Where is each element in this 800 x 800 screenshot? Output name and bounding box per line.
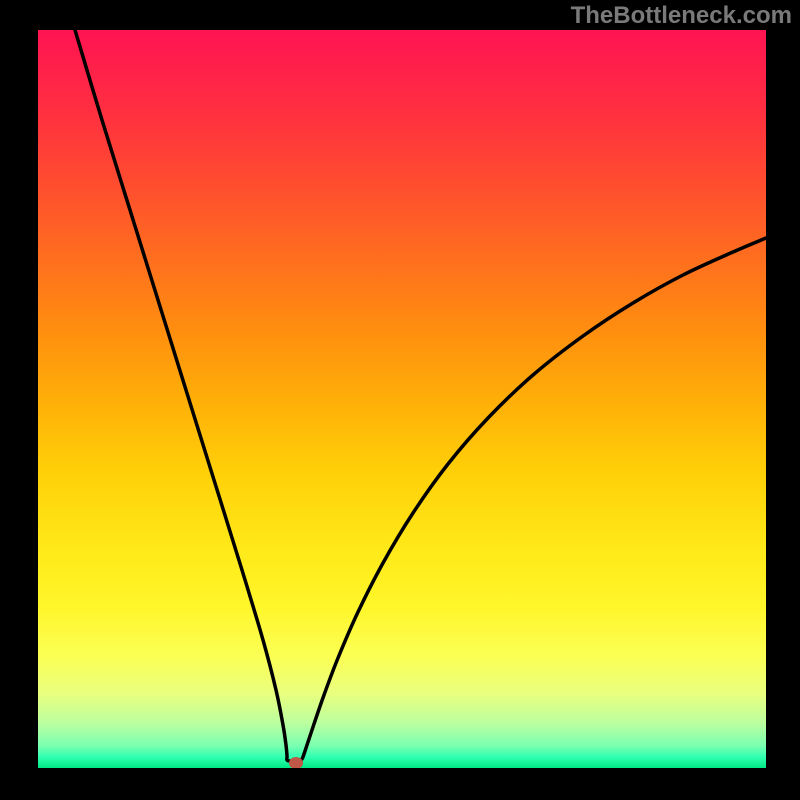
chart-container: TheBottleneck.com [0, 0, 800, 800]
plot-area [38, 30, 766, 768]
plot-svg [38, 30, 766, 768]
watermark-text: TheBottleneck.com [571, 2, 792, 30]
gradient-background [38, 30, 766, 768]
